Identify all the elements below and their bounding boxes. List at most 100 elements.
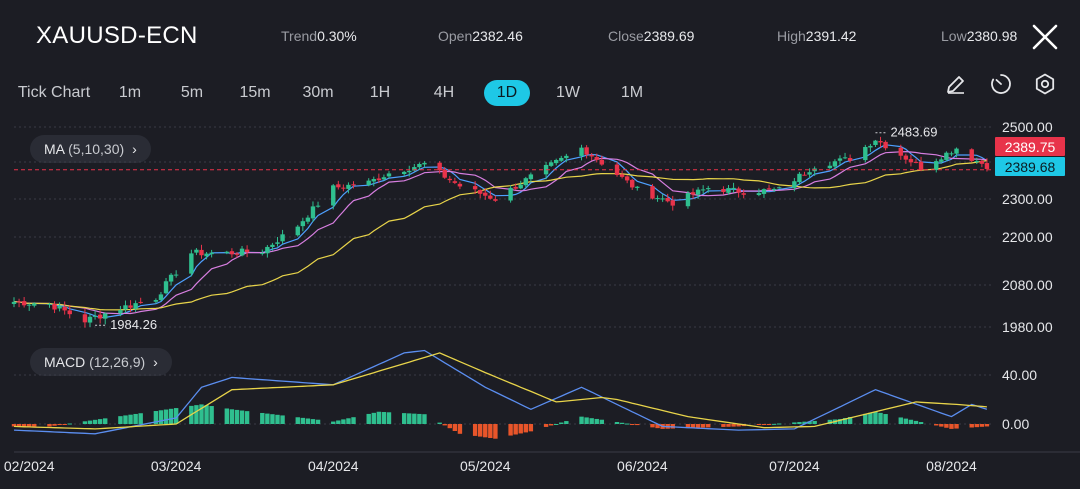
macd-histogram-bar xyxy=(199,404,204,424)
quote-header: XAUUSD-ECN Trend0.30% Open2382.46 Close2… xyxy=(0,0,1080,70)
candle-body xyxy=(194,249,199,253)
trend-value: 0.30% xyxy=(317,28,357,44)
candle-body xyxy=(518,184,523,189)
candle-body xyxy=(954,148,959,154)
macd-histogram-bar xyxy=(381,412,387,424)
candle-body xyxy=(133,303,138,309)
macd-histogram-bar xyxy=(376,411,382,424)
candle-body xyxy=(260,252,265,254)
timer-icon[interactable] xyxy=(989,72,1013,96)
candle-body xyxy=(244,249,250,253)
close-value: 2389.69 xyxy=(643,28,695,44)
macd-histogram-bar xyxy=(401,413,407,424)
macd-histogram-bar xyxy=(224,408,230,424)
candle-body xyxy=(417,163,422,168)
candle-body xyxy=(483,192,488,196)
macd-histogram-bar xyxy=(477,424,483,437)
macd-histogram-bar xyxy=(908,419,914,424)
candle-body xyxy=(280,234,285,242)
settings-icon[interactable] xyxy=(1033,72,1057,96)
macd-tick-label: 40.00 xyxy=(1002,367,1037,383)
candle-body xyxy=(766,188,772,190)
macd-histogram-bar xyxy=(437,422,442,424)
macd-histogram-bar xyxy=(265,413,270,424)
candle-body xyxy=(488,195,493,199)
tab-1h[interactable]: 1H xyxy=(369,84,391,101)
close-icon[interactable] xyxy=(1030,22,1060,52)
macd-histogram-bar xyxy=(883,414,888,424)
macd-histogram-bar xyxy=(954,424,959,429)
macd-histogram-bar xyxy=(898,417,903,424)
tab-1m[interactable]: 1m xyxy=(118,84,142,101)
tab-1d[interactable]: 1D xyxy=(484,80,530,106)
macd-histogram-bar xyxy=(244,411,250,424)
macd-histogram-bar xyxy=(275,414,280,424)
macd-histogram-bar xyxy=(589,418,594,424)
tab-1mo[interactable]: 1M xyxy=(620,84,644,101)
macd-indicator-pill[interactable]: MACD (12,26,9) › xyxy=(30,348,172,376)
candle-body xyxy=(336,184,341,188)
macd-dea-line xyxy=(13,352,987,430)
draw-pen-icon[interactable] xyxy=(944,72,968,96)
close-label: Close xyxy=(608,28,644,44)
macd-histogram-bar xyxy=(559,422,564,424)
candle-body xyxy=(913,161,919,163)
tab-5m[interactable]: 5m xyxy=(180,84,204,101)
macd-histogram-bar xyxy=(584,417,589,424)
macd-histogram-bar xyxy=(706,424,711,428)
candle-body xyxy=(584,147,589,155)
candle-body xyxy=(442,169,447,178)
candle-body xyxy=(371,179,376,182)
candle-body xyxy=(918,161,924,170)
macd-histogram-bar xyxy=(903,418,909,424)
candle-body xyxy=(513,186,518,189)
candle-body xyxy=(655,198,660,200)
candle-body xyxy=(234,253,240,255)
candle-body xyxy=(979,160,985,164)
macd-histogram-bar xyxy=(386,412,392,424)
candle-body xyxy=(229,251,235,255)
candle-body xyxy=(863,146,868,161)
tab-tick-chart[interactable]: Tick Chart xyxy=(17,84,91,101)
tab-4h[interactable]: 4H xyxy=(433,84,455,101)
macd-histogram-bar xyxy=(92,419,98,424)
macd-histogram-bar xyxy=(630,424,635,425)
candle-body xyxy=(21,301,27,306)
high-label: High xyxy=(777,28,806,44)
candle-body xyxy=(57,305,62,309)
candle-body xyxy=(619,174,625,177)
candle-body xyxy=(837,158,843,161)
tab-30m[interactable]: 30m xyxy=(302,84,334,101)
macd-histogram-bar xyxy=(944,424,949,428)
macd-histogram-bar xyxy=(472,424,478,436)
macd-histogram-bar xyxy=(442,424,447,426)
candle-body xyxy=(761,189,767,194)
macd-histogram-bar xyxy=(123,415,128,424)
macd-histogram-bar xyxy=(969,424,974,428)
macd-histogram-bar xyxy=(128,414,133,424)
candle-body xyxy=(721,189,726,192)
price-tick-label: 1980.00 xyxy=(1002,319,1053,335)
candle-body xyxy=(422,162,427,165)
macd-histogram-bar xyxy=(67,423,72,425)
candle-body xyxy=(949,153,954,155)
candle-body xyxy=(32,303,37,306)
price-annotation: 2483.69 xyxy=(890,125,937,140)
candle-body xyxy=(401,171,407,174)
macd-histogram-bar xyxy=(305,418,311,424)
ma-indicator-pill[interactable]: MA (5,10,30) › xyxy=(30,135,151,163)
macd-params: (12,26,9) xyxy=(89,354,146,370)
tab-1w[interactable]: 1W xyxy=(556,84,580,101)
candle-body xyxy=(706,188,711,190)
macd-histogram-bar xyxy=(331,421,336,424)
candle-body xyxy=(903,155,909,160)
macd-histogram-bar xyxy=(87,420,93,424)
candle-body xyxy=(695,189,701,195)
tab-15m[interactable]: 15m xyxy=(239,84,271,101)
macd-histogram-bar xyxy=(812,420,817,424)
open-label: Open xyxy=(438,28,473,44)
macd-histogram-bar xyxy=(452,424,458,431)
candle-body xyxy=(523,178,529,186)
candle-body xyxy=(883,141,888,149)
